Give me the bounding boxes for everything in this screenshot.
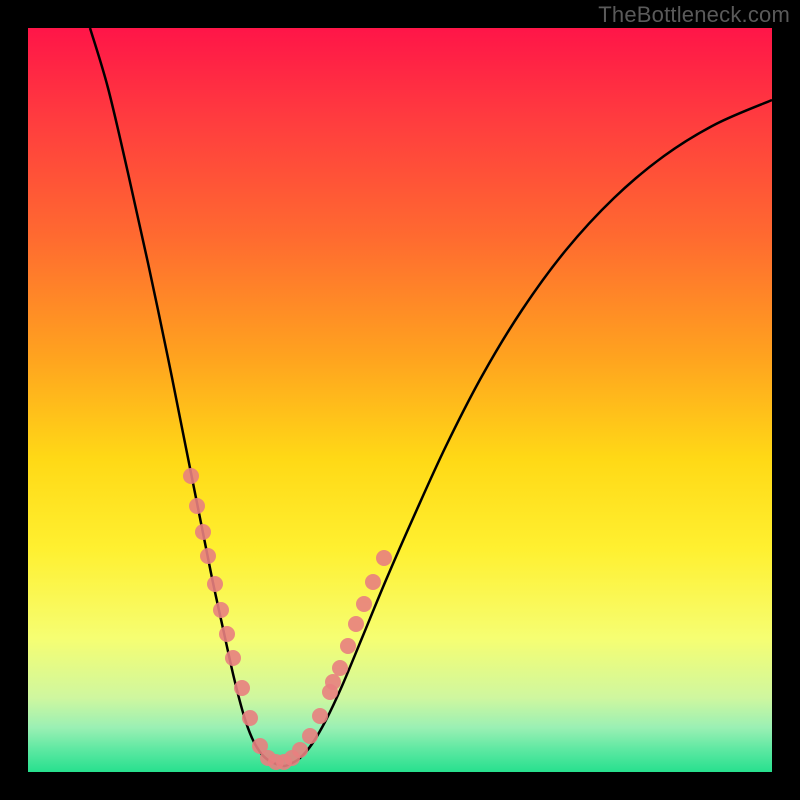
watermark-text: TheBottleneck.com — [598, 2, 790, 28]
marker-point — [213, 602, 229, 618]
curve-path — [90, 28, 772, 766]
marker-group — [183, 468, 392, 770]
plot-area — [28, 28, 772, 772]
marker-point — [189, 498, 205, 514]
marker-point — [348, 616, 364, 632]
marker-point — [234, 680, 250, 696]
border-bottom — [0, 772, 800, 800]
marker-point — [340, 638, 356, 654]
marker-point — [312, 708, 328, 724]
chart-frame: TheBottleneck.com — [0, 0, 800, 800]
marker-point — [332, 660, 348, 676]
marker-point — [225, 650, 241, 666]
border-right — [772, 0, 800, 800]
marker-point — [325, 674, 341, 690]
border-left — [0, 0, 28, 800]
marker-point — [195, 524, 211, 540]
marker-point — [183, 468, 199, 484]
marker-point — [292, 742, 308, 758]
marker-point — [219, 626, 235, 642]
bottleneck-curve — [28, 28, 772, 772]
marker-point — [302, 728, 318, 744]
marker-point — [242, 710, 258, 726]
marker-point — [376, 550, 392, 566]
marker-point — [365, 574, 381, 590]
marker-point — [356, 596, 372, 612]
marker-point — [207, 576, 223, 592]
marker-point — [200, 548, 216, 564]
